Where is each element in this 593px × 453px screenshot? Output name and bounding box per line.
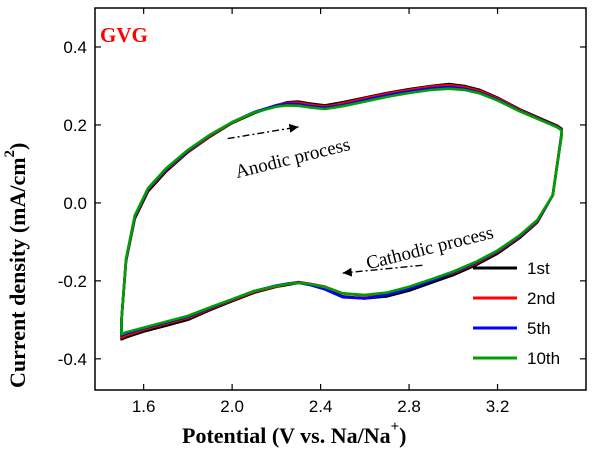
y-tick-label: 0.2	[63, 116, 87, 135]
x-tick-label: 3.2	[486, 397, 510, 416]
x-tick-label: 2.4	[309, 397, 333, 416]
y-ticks: -0.4 -0.2 0.0 0.2 0.4	[58, 38, 586, 369]
curves-group	[120, 82, 563, 341]
legend-label: 1st	[527, 259, 550, 278]
y-axis-title-sup: 2	[2, 150, 18, 158]
x-tick-label: 2.8	[397, 397, 421, 416]
x-tick-label: 1.6	[132, 397, 156, 416]
panel-label: GVG	[100, 23, 148, 47]
series-line-10th	[120, 87, 563, 336]
arrowhead-icon	[342, 267, 353, 277]
x-axis-title-sup: +	[391, 419, 400, 435]
y-tick-label: 0.4	[63, 38, 87, 57]
y-axis-title-main: Current density (mA/cm	[5, 157, 30, 388]
y-axis-title-end: )	[5, 143, 30, 150]
legend-label: 5th	[527, 319, 551, 338]
process-arrow-line	[227, 126, 299, 140]
x-axis-title-main: Potential (V vs. Na/Na	[182, 423, 391, 448]
plot-frame	[94, 7, 587, 391]
legend-label: 10th	[527, 349, 560, 368]
x-axis-title: Potential (V vs. Na/Na+)	[182, 419, 406, 448]
x-ticks: 1.6 2.0 2.4 2.8 3.2	[132, 8, 510, 416]
y-tick-label: 0.0	[63, 194, 87, 213]
y-axis-title: Current density (mA/cm2)	[2, 143, 30, 388]
y-tick-label: -0.4	[58, 350, 87, 369]
legend: 1st 2nd 5th 10th	[473, 259, 560, 368]
process-arrow-line	[342, 264, 423, 274]
x-tick-label: 2.0	[220, 397, 244, 416]
x-axis-title-end: )	[399, 423, 406, 448]
process-arrows	[227, 123, 423, 277]
y-tick-label: -0.2	[58, 272, 87, 291]
legend-label: 2nd	[527, 289, 555, 308]
arrowhead-icon	[288, 123, 299, 133]
